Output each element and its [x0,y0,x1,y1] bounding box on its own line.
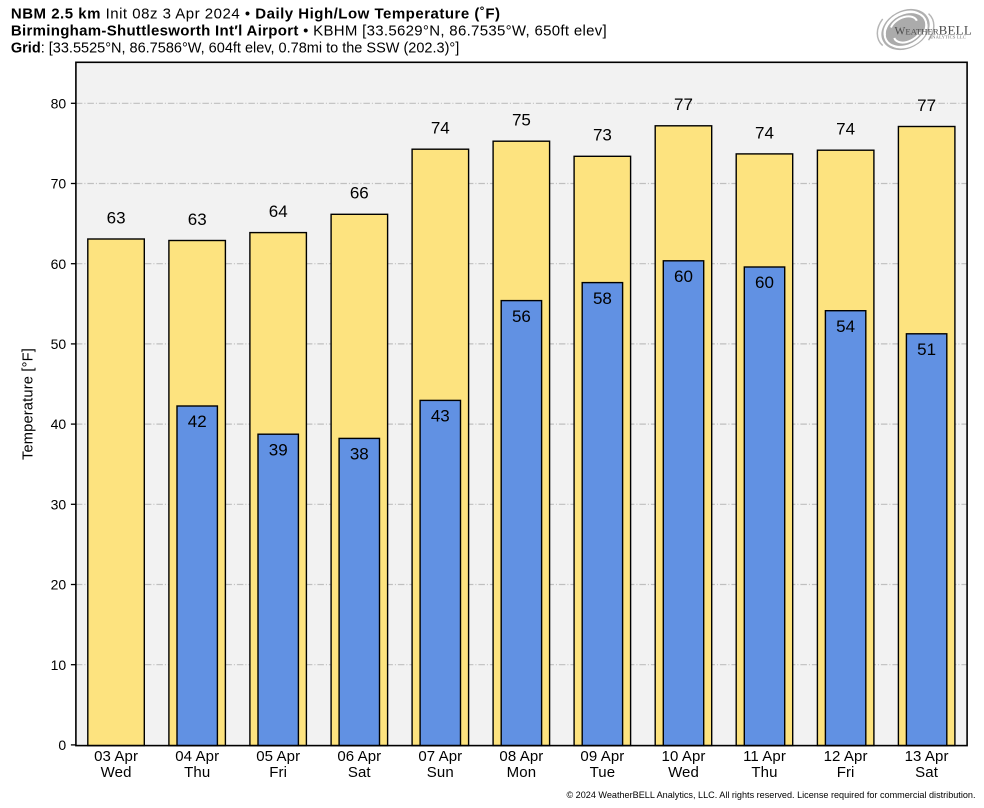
svg-text:74: 74 [755,123,774,142]
svg-text:Sat: Sat [348,764,372,781]
svg-text:56: 56 [512,307,531,326]
svg-text:80: 80 [51,95,67,111]
svg-text:© 2024 WeatherBELL Analytics,: © 2024 WeatherBELL Analytics, LLC. All r… [566,790,975,800]
svg-text:75: 75 [512,111,531,130]
svg-text:Grid: [33.5525°N, 86.7586°W, 6: Grid: [33.5525°N, 86.7586°W, 604ft elev,… [11,41,459,57]
svg-text:64: 64 [269,202,288,221]
svg-text:13 Apr: 13 Apr [905,748,949,765]
svg-text:11 Apr: 11 Apr [743,748,786,765]
svg-text:Wed: Wed [668,764,699,781]
svg-text:74: 74 [836,120,855,139]
svg-text:58: 58 [593,289,612,308]
svg-text:Birmingham-Shuttlesworth Int′l: Birmingham-Shuttlesworth Int′l Airport •… [11,23,607,40]
svg-text:08 Apr: 08 Apr [499,748,543,765]
svg-text:Wed: Wed [101,764,132,781]
svg-text:06 Apr: 06 Apr [337,748,381,765]
svg-text:Tue: Tue [590,764,616,781]
svg-text:Thu: Thu [184,764,210,781]
svg-text:05 Apr: 05 Apr [256,748,300,765]
svg-text:09 Apr: 09 Apr [580,748,624,765]
svg-text:WEATHERBELL: WEATHERBELL [895,23,972,38]
svg-text:Sun: Sun [427,764,454,781]
svg-text:66: 66 [350,184,369,203]
svg-text:03 Apr: 03 Apr [94,748,138,765]
svg-text:20: 20 [51,577,67,593]
svg-text:39: 39 [269,440,288,459]
svg-text:60: 60 [674,267,693,286]
svg-text:63: 63 [107,208,126,227]
svg-text:30: 30 [51,496,67,512]
svg-text:Temperature [°F]: Temperature [°F] [21,348,37,460]
svg-text:10 Apr: 10 Apr [662,748,706,765]
svg-text:0: 0 [58,737,66,753]
svg-text:10: 10 [51,657,67,673]
svg-text:Fri: Fri [269,764,287,781]
svg-text:38: 38 [350,445,369,464]
svg-text:04 Apr: 04 Apr [175,748,219,765]
svg-text:77: 77 [674,95,693,114]
svg-text:70: 70 [51,176,67,192]
svg-text:54: 54 [836,317,855,336]
svg-text:NBM 2.5 km Init 08z 3 Apr 2024: NBM 2.5 km Init 08z 3 Apr 2024 • Daily H… [11,5,501,22]
svg-text:42: 42 [188,412,207,431]
svg-text:Sat: Sat [915,764,939,781]
svg-text:ANALYTICS LLC: ANALYTICS LLC [929,35,966,40]
svg-text:12 Apr: 12 Apr [824,748,868,765]
svg-text:Thu: Thu [751,764,777,781]
svg-text:07 Apr: 07 Apr [418,748,462,765]
svg-text:51: 51 [917,340,936,359]
svg-text:74: 74 [431,119,450,138]
svg-text:50: 50 [51,336,67,352]
svg-text:60: 60 [755,273,774,292]
svg-text:43: 43 [431,407,450,426]
svg-text:60: 60 [51,256,67,272]
svg-text:77: 77 [917,96,936,115]
svg-text:40: 40 [51,416,67,432]
svg-text:Fri: Fri [837,764,855,781]
svg-text:73: 73 [593,126,612,145]
svg-text:63: 63 [188,210,207,229]
svg-text:Mon: Mon [507,764,536,781]
